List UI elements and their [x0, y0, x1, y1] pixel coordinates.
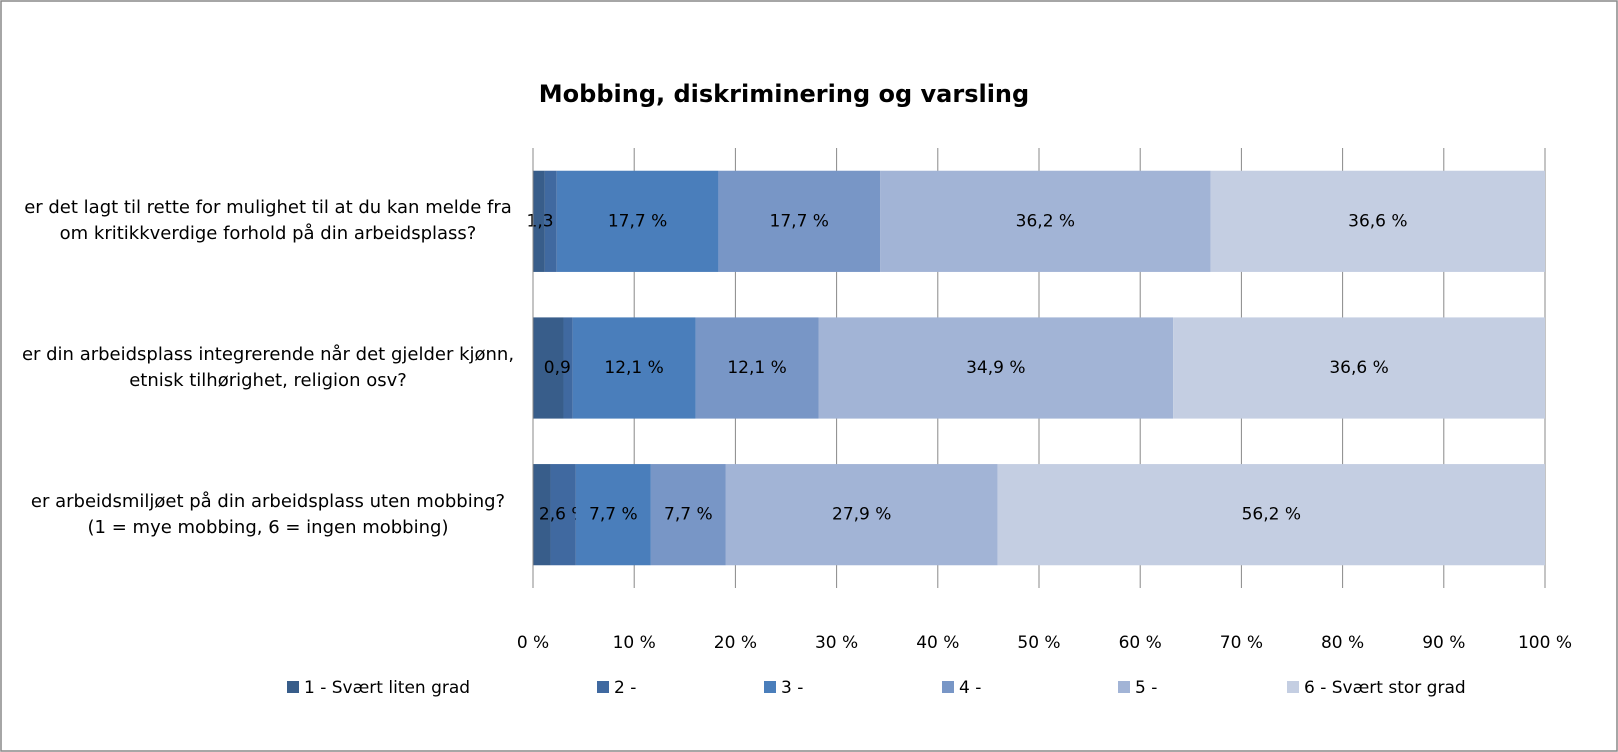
legend-marker [764, 681, 776, 693]
x-tick-label: 10 % [613, 633, 656, 653]
bar-segment [533, 317, 564, 419]
legend-marker [1118, 681, 1130, 693]
legend-label: 6 - Svært stor grad [1304, 678, 1466, 698]
x-tick-label: 20 % [714, 633, 757, 653]
bar-segment [533, 170, 545, 272]
chart-title: Mobbing, diskriminering og varsling [539, 80, 1029, 108]
bar-segment [718, 170, 881, 272]
bar-segment [997, 464, 1545, 566]
data-label: 36,6 % [1348, 211, 1407, 231]
bar-segment [1210, 170, 1545, 272]
x-tick-label: 80 % [1321, 633, 1364, 653]
bar-segment [725, 464, 998, 566]
data-label: 2,6 % [539, 505, 588, 525]
legend-label: 3 - [781, 678, 803, 698]
bar-segment [880, 170, 1211, 272]
bar-segment [556, 170, 719, 272]
x-tick-label: 0 % [517, 633, 549, 653]
bar-segment [818, 317, 1174, 419]
bar-segment [544, 170, 557, 272]
data-label: 36,2 % [1016, 211, 1075, 231]
bar-segment [550, 464, 576, 566]
x-tick-label: 50 % [1017, 633, 1060, 653]
legend-label: 5 - [1135, 678, 1157, 698]
x-tick-label: 60 % [1119, 633, 1162, 653]
bar-segment [575, 464, 651, 566]
legend-label: 1 - Svært liten grad [304, 678, 470, 698]
data-label: 56,2 % [1242, 505, 1301, 525]
data-label: 7,7 % [589, 505, 638, 525]
bar-segment [650, 464, 726, 566]
legend-marker [1287, 681, 1299, 693]
data-label: 36,6 % [1329, 358, 1388, 378]
bar-segment [695, 317, 819, 419]
y-tick-label: er din arbeidsplass integrerende når det… [21, 344, 515, 391]
x-tick-label: 100 % [1518, 633, 1572, 653]
x-tick-label: 30 % [815, 633, 858, 653]
x-tick-label: 40 % [916, 633, 959, 653]
x-tick-label: 90 % [1422, 633, 1465, 653]
legend-label: 2 - [614, 678, 636, 698]
data-label: 12,1 % [604, 358, 663, 378]
bar-segment [533, 464, 551, 566]
y-tick-label: er arbeidsmiljøet på din arbeidsplass ut… [30, 490, 506, 538]
bar-segment [572, 317, 696, 419]
y-tick-label: er det lagt til rette for mulighet til a… [24, 197, 512, 245]
data-label: 17,7 % [608, 211, 667, 231]
bar-segment [1173, 317, 1545, 419]
legend-marker [942, 681, 954, 693]
legend-marker [597, 681, 609, 693]
data-label: 7,7 % [664, 505, 713, 525]
data-label: 34,9 % [966, 358, 1025, 378]
legend-label: 4 - [959, 678, 981, 698]
bar-segment [563, 317, 573, 419]
data-label: 27,9 % [832, 505, 891, 525]
data-label: 17,7 % [770, 211, 829, 231]
legend-marker [287, 681, 299, 693]
x-tick-label: 70 % [1220, 633, 1263, 653]
data-label: 12,1 % [727, 358, 786, 378]
